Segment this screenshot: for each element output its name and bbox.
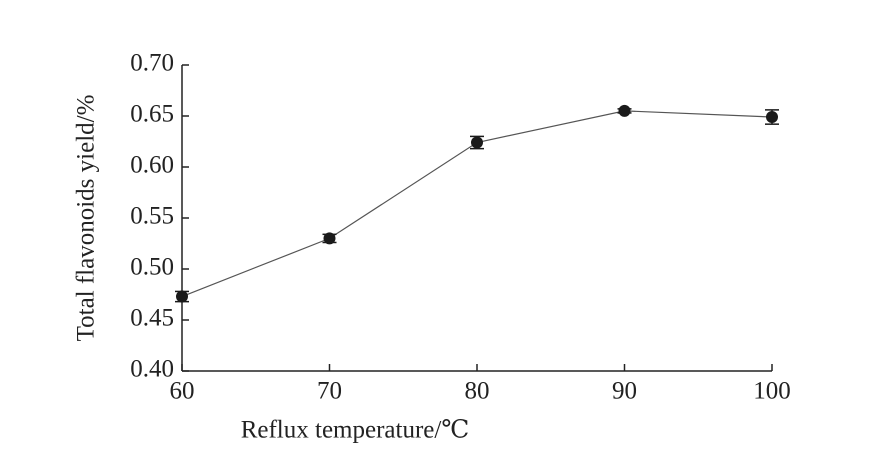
- point: [618, 104, 631, 117]
- y-tick-label: 0.45: [130, 305, 174, 332]
- y-tick-label: 0.55: [130, 203, 174, 230]
- point: [766, 111, 778, 124]
- point: [323, 232, 336, 245]
- x-tick-label: 100: [753, 378, 791, 405]
- x-tick-label: 60: [170, 378, 195, 405]
- y-tick-label: 0.40: [130, 356, 174, 383]
- y-tick-label: 0.65: [130, 101, 174, 128]
- y-tick-label: 0.60: [130, 152, 174, 179]
- x-tick-label: 70: [317, 378, 342, 405]
- x-tick-label: 80: [465, 378, 490, 405]
- x-axis-label: Reflux temperature/℃: [241, 417, 470, 444]
- point: [176, 290, 188, 303]
- y-axis-label: Total flavonoids yield/%: [73, 95, 100, 342]
- point: [471, 136, 483, 149]
- y-tick-label: 0.70: [130, 50, 174, 77]
- y-tick-label: 0.50: [130, 254, 174, 281]
- x-tick-label: 90: [612, 378, 637, 405]
